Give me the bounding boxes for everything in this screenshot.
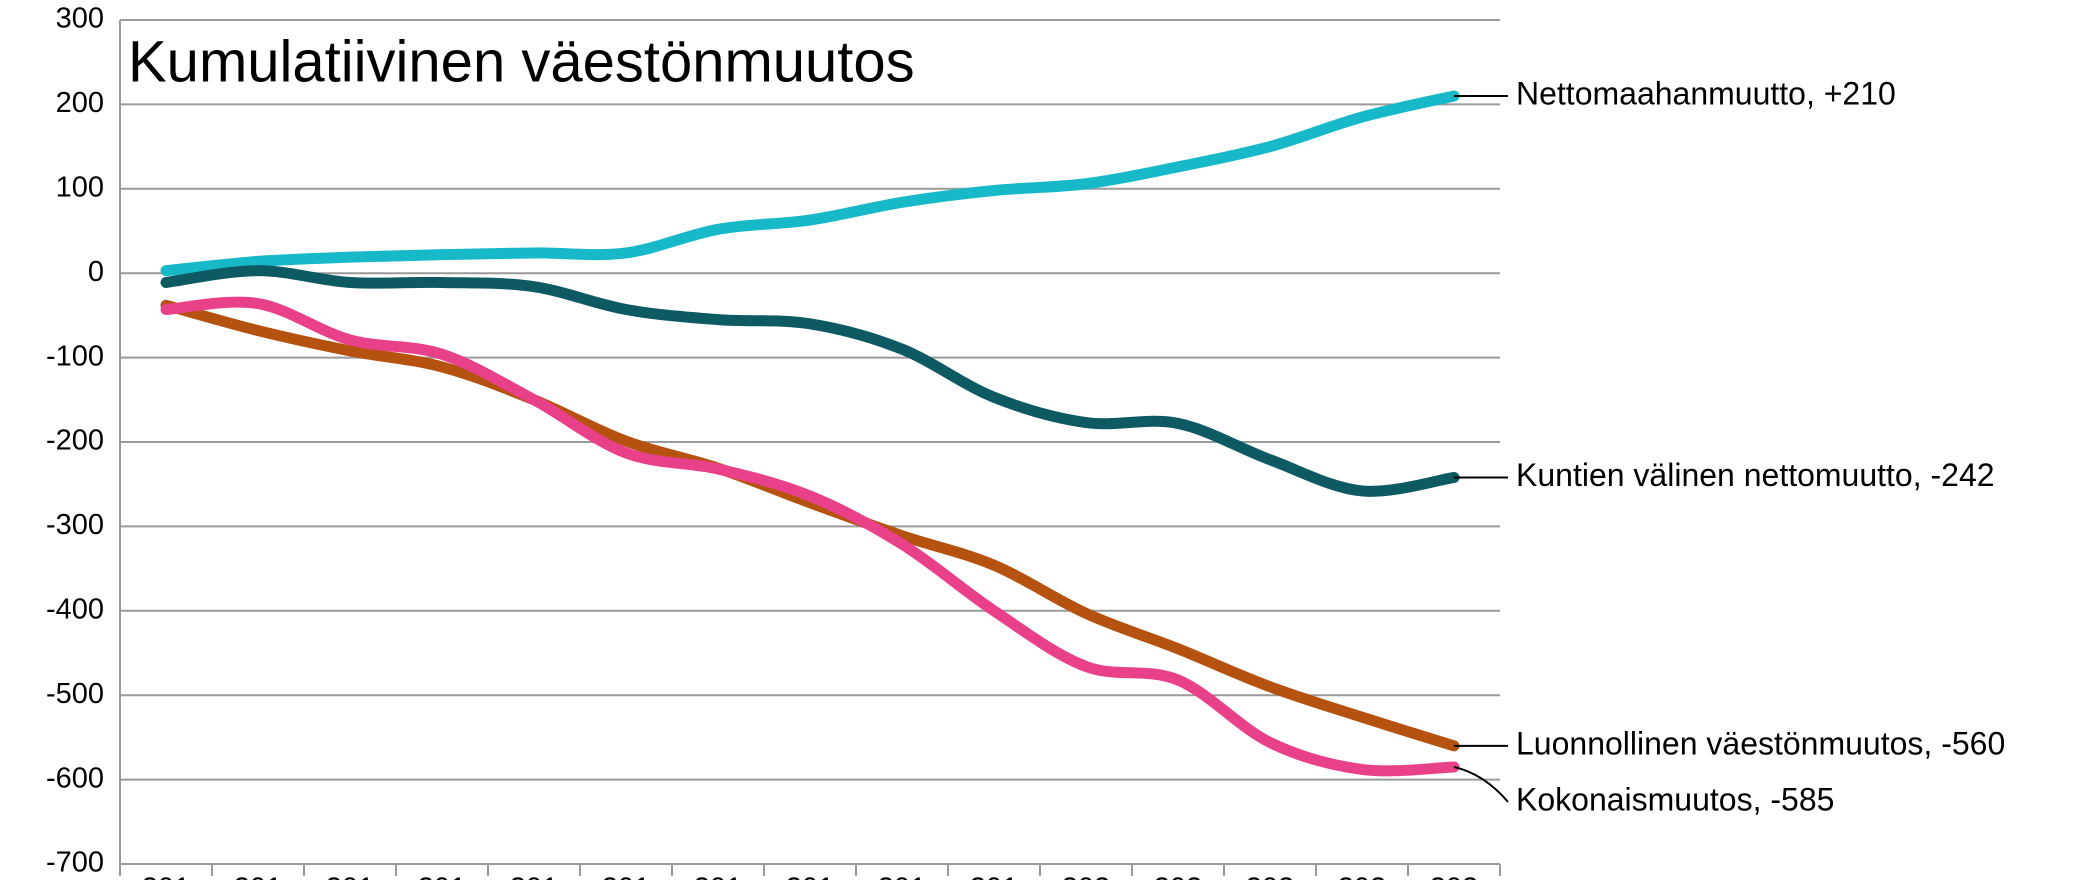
series-label: Kokonaismuutos, -585 bbox=[1516, 781, 1834, 817]
y-tick-label: -300 bbox=[46, 509, 104, 541]
series-label: Luonnollinen väestönmuutos, -560 bbox=[1516, 725, 2005, 761]
series-label: Nettomaahanmuutto, +210 bbox=[1516, 75, 1896, 111]
y-tick-label: -100 bbox=[46, 340, 104, 372]
x-tick-label: 201 bbox=[878, 873, 926, 880]
series-line bbox=[160, 299, 1460, 752]
y-tick-label: 0 bbox=[88, 256, 104, 288]
label-leader bbox=[1453, 765, 1509, 803]
x-tick-label: 202 bbox=[1338, 873, 1386, 880]
y-tick-label: 200 bbox=[56, 87, 104, 119]
series-label: Kuntien välinen nettomuutto, -242 bbox=[1516, 457, 1995, 493]
y-tick-label: -200 bbox=[46, 425, 104, 457]
x-tick-label: 201 bbox=[694, 873, 742, 880]
x-tick-label: 201 bbox=[142, 873, 190, 880]
y-tick-label: -500 bbox=[46, 678, 104, 710]
x-tick-label: 201 bbox=[786, 873, 834, 880]
series-line bbox=[160, 90, 1460, 277]
y-tick-label: 300 bbox=[56, 3, 104, 35]
x-tick-label: 202 bbox=[1062, 873, 1110, 880]
series-line bbox=[160, 265, 1460, 497]
x-tick-label: 201 bbox=[970, 873, 1018, 880]
x-tick-label: 201 bbox=[602, 873, 650, 880]
x-tick-label: 202 bbox=[1154, 873, 1202, 880]
x-tick-label: 201 bbox=[234, 873, 282, 880]
y-tick-label: -400 bbox=[46, 593, 104, 625]
chart-title: Kumulatiivinen väestönmuutos bbox=[128, 29, 915, 94]
x-tick-label: 201 bbox=[326, 873, 374, 880]
x-tick-label: 201 bbox=[418, 873, 466, 880]
y-tick-label: 100 bbox=[56, 171, 104, 203]
y-tick-label: -700 bbox=[46, 847, 104, 879]
x-tick-label: 201 bbox=[510, 873, 558, 880]
series-line bbox=[160, 296, 1460, 777]
x-tick-label: 202 bbox=[1246, 873, 1294, 880]
x-tick-label: 202 bbox=[1430, 873, 1478, 880]
y-tick-label: -600 bbox=[46, 762, 104, 794]
